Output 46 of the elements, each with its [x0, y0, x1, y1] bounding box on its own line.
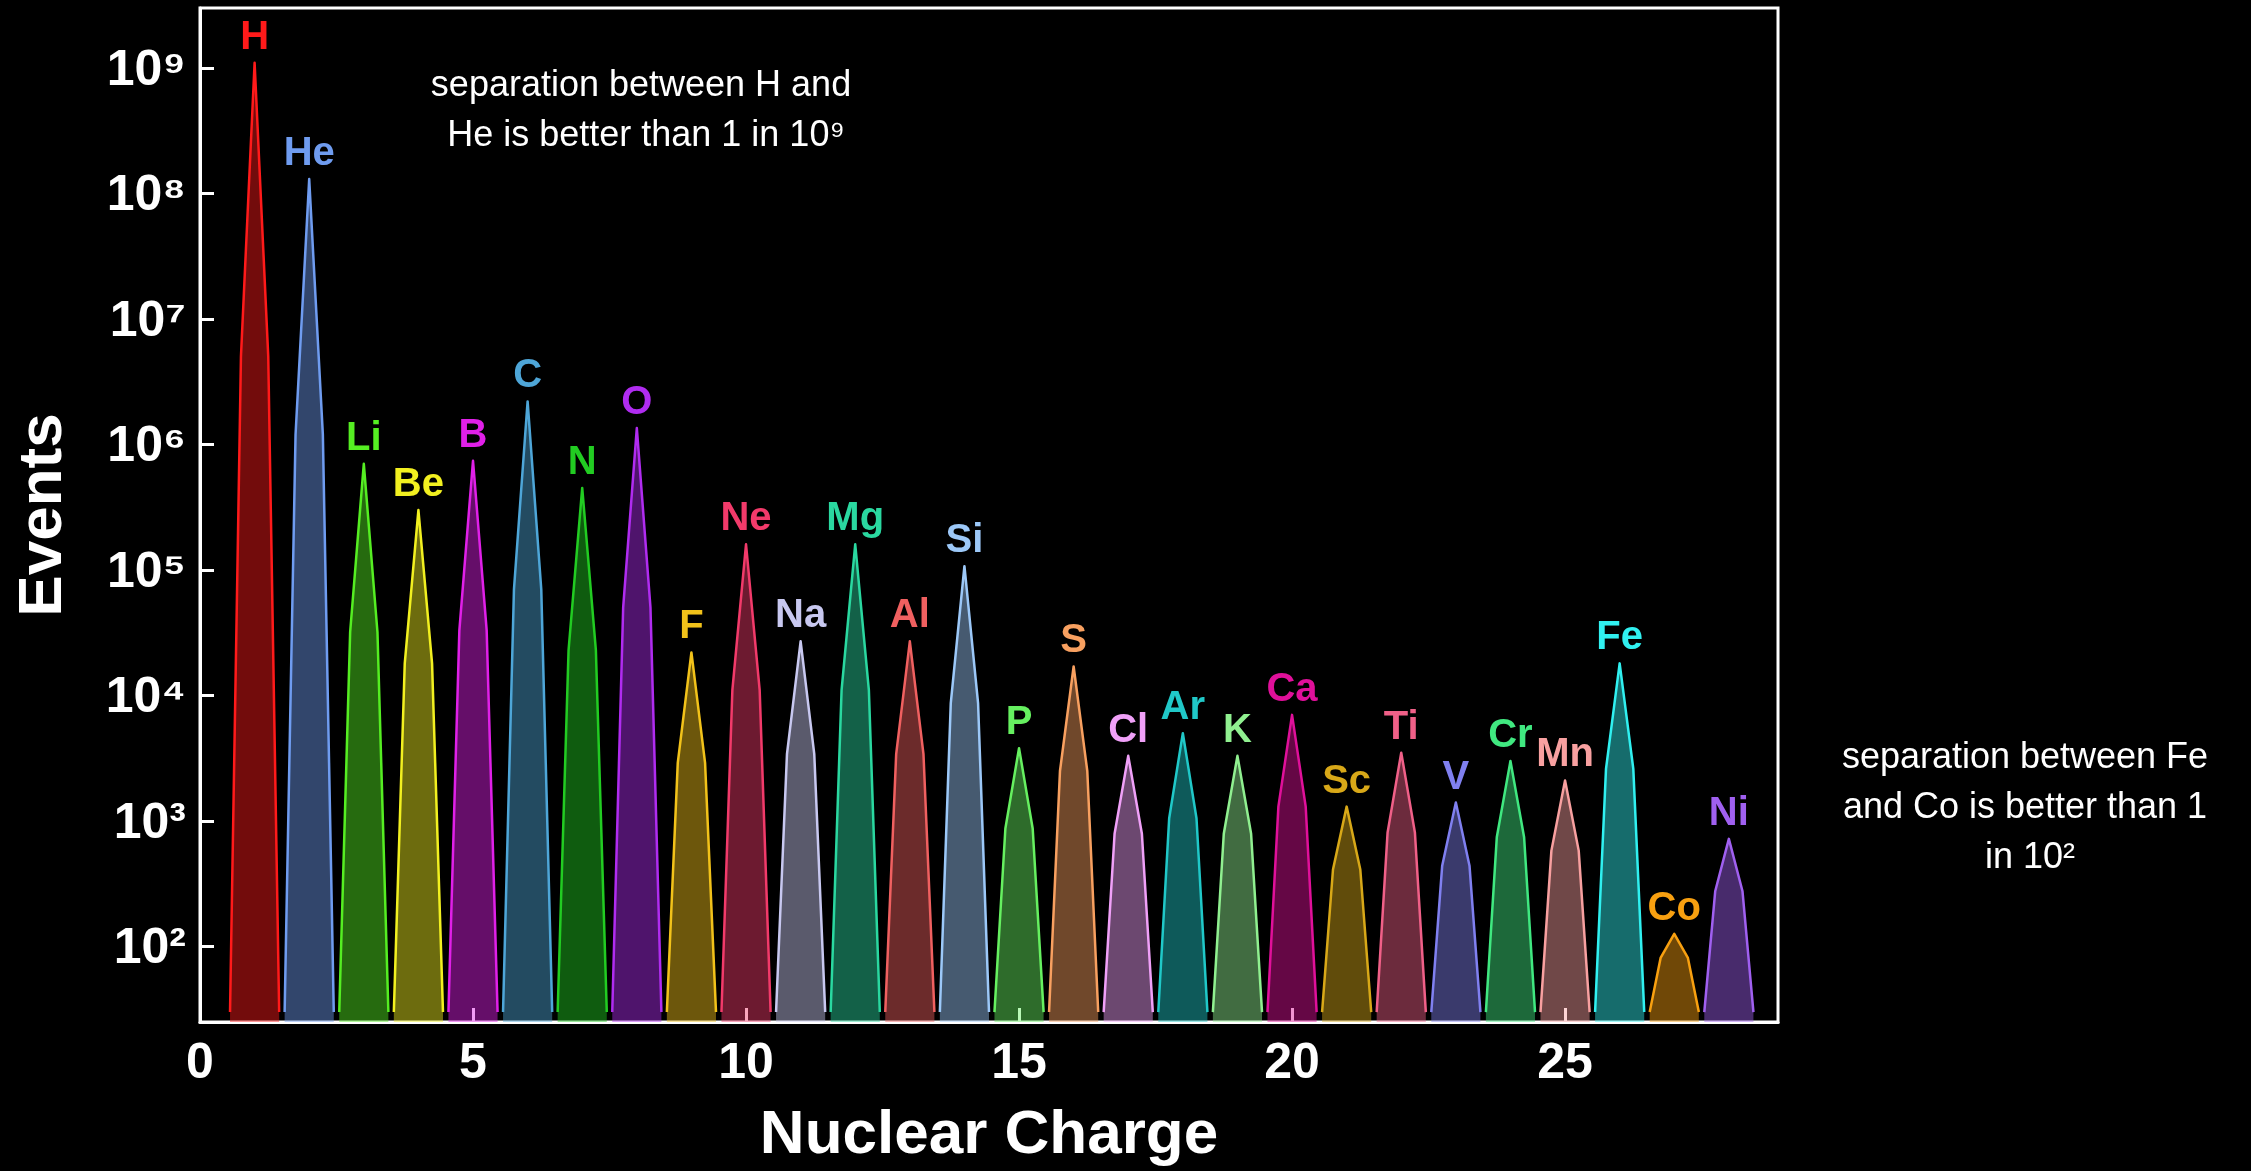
series-label: V: [1442, 752, 1470, 797]
series-label: S: [1060, 616, 1087, 661]
series-label: Ni: [1708, 788, 1749, 833]
series-label: Cl: [1108, 705, 1149, 750]
series-label: H: [240, 12, 270, 57]
series-label: Be: [392, 460, 444, 505]
y-tick-label: 10⁵: [106, 541, 186, 598]
x-axis-title: Nuclear Charge: [759, 1096, 1219, 1166]
y-tick-label: 10⁶: [107, 416, 186, 473]
x-tick-label: 15: [991, 1033, 1047, 1089]
series-label: Mn: [1536, 730, 1594, 775]
y-tick-label: 10⁷: [109, 290, 186, 347]
text: separation between Fe and Co is better than 1 in 10²: [1841, 734, 2219, 876]
x-tick-label: 5: [459, 1033, 487, 1089]
series-label: Mg: [826, 494, 885, 539]
y-tick-label: 10⁴: [105, 667, 186, 724]
series-label: F: [679, 602, 704, 647]
x-tick-label: 25: [1537, 1033, 1593, 1089]
x-tick-label: 10: [718, 1033, 774, 1089]
y-tick-label: 10⁸: [106, 165, 186, 222]
series-label: Fe: [1596, 613, 1643, 658]
series-label: Ne: [720, 494, 772, 539]
annotation: separation between H and He is better than 1 in 10⁹: [430, 62, 862, 154]
y-tick-label: 10²: [113, 918, 186, 975]
series-label: K: [1222, 705, 1252, 750]
series-label: P: [1005, 698, 1033, 743]
series-label: C: [513, 351, 543, 396]
series-label: Al: [889, 591, 930, 636]
series-label: Ar: [1160, 683, 1206, 728]
y-tick-label: 10³: [113, 792, 186, 849]
series-label: Na: [775, 591, 827, 636]
x-tick-label: 20: [1264, 1033, 1320, 1089]
series-label: O: [621, 378, 653, 423]
x-tick-label: 0: [186, 1033, 214, 1089]
series-label: Ca: [1266, 664, 1319, 709]
series-label: N: [567, 437, 597, 482]
series-label: Li: [346, 413, 382, 458]
series-label: Ti: [1383, 702, 1419, 747]
series-label: He: [283, 129, 335, 174]
series-label: Co: [1647, 883, 1701, 928]
y-tick-label: 10⁹: [106, 39, 186, 96]
series-label: Si: [945, 516, 984, 561]
series-label: Cr: [1488, 711, 1533, 756]
series-label: B: [458, 410, 488, 455]
series-label: Sc: [1322, 756, 1372, 801]
y-axis-title: Events: [4, 413, 74, 617]
